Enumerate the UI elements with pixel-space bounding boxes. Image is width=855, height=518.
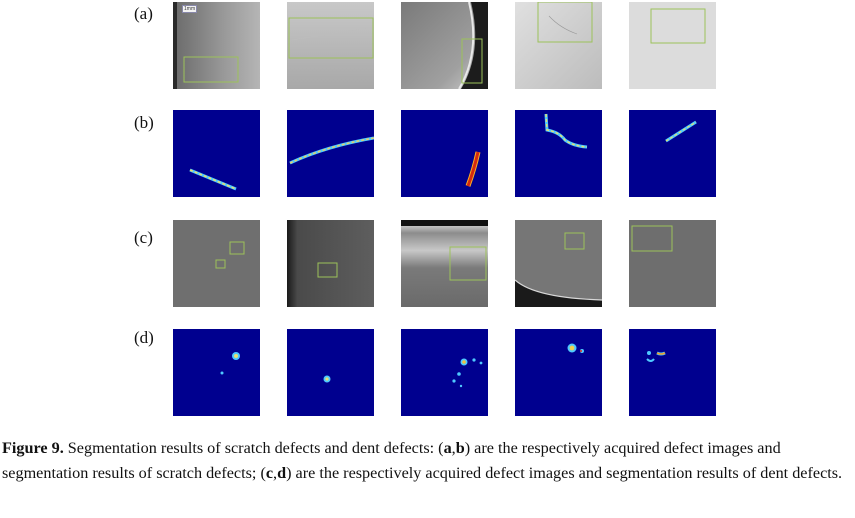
dent-segmentation-1	[173, 329, 260, 416]
caption-ref-a: a	[443, 439, 452, 457]
scale-bar-label: 1mm	[182, 5, 198, 13]
row-label-b: (b)	[134, 113, 154, 132]
scratch-segmentation-1	[173, 110, 260, 197]
dent-image-4	[515, 220, 602, 307]
figure-label: Figure 9.	[2, 439, 64, 457]
dent-segmentation-3	[401, 329, 488, 416]
row-label-a: (a)	[134, 4, 153, 23]
dent-segmentation-2	[287, 329, 374, 416]
scratch-segmentation-5	[629, 110, 716, 197]
dent-image-1	[173, 220, 260, 307]
figure-caption: Figure 9. Segmentation results of scratc…	[2, 436, 852, 485]
dent-image-2	[287, 220, 374, 307]
scratch-image-1: 1mm	[173, 2, 260, 89]
caption-ref-d: d	[277, 463, 287, 482]
row-label-d: (d)	[134, 328, 154, 347]
scratch-segmentation-3	[401, 110, 488, 197]
row-label-c: (c)	[134, 228, 153, 247]
caption-ref-b: b	[455, 439, 465, 457]
dent-image-5	[629, 220, 716, 307]
caption-sep-2: ,	[273, 463, 278, 482]
dent-image-3	[401, 220, 488, 307]
dent-segmentation-4	[515, 329, 602, 416]
scratch-image-3	[401, 2, 488, 89]
caption-text-2: ) are the respectively acquired defect i…	[2, 439, 781, 482]
scratch-image-5	[629, 2, 716, 89]
caption-ref-c: c	[265, 463, 274, 482]
caption-sep-1: ,	[451, 439, 456, 457]
scratch-segmentation-4	[515, 110, 602, 197]
scratch-image-4	[515, 2, 602, 89]
dent-segmentation-5	[629, 329, 716, 416]
caption-text-1: Segmentation results of scratch defects …	[63, 439, 444, 457]
scratch-image-2	[287, 2, 374, 89]
scratch-segmentation-2	[287, 110, 374, 197]
caption-text-3: ) are the respectively acquired defect i…	[286, 463, 843, 482]
